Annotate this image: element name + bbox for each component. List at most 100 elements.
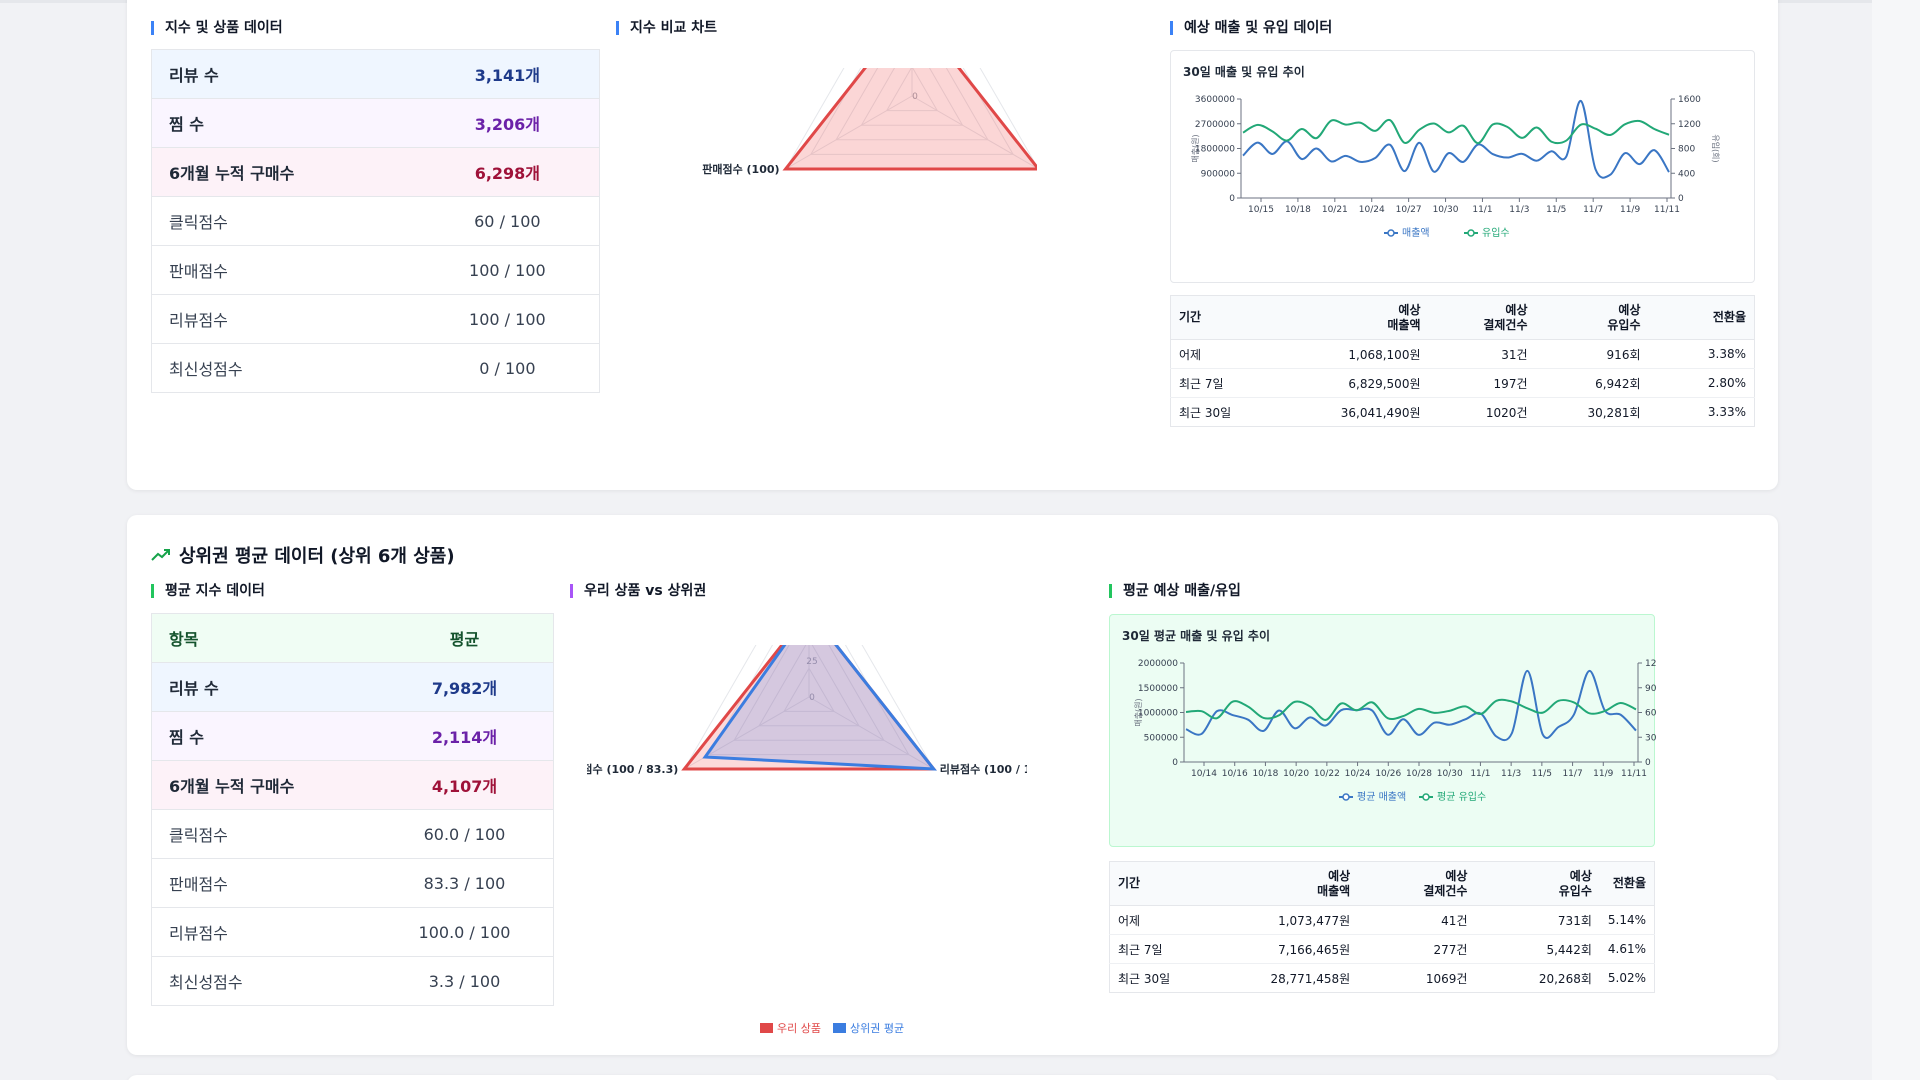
table-row: 찜 수 2,114개 <box>151 711 554 761</box>
cell: 41건 <box>1358 905 1476 935</box>
cell: 3.33% <box>1707 405 1746 419</box>
cell: 7,166,465원 <box>1208 934 1359 964</box>
y-tick-label: 1800000 <box>1195 145 1235 155</box>
cell: 6,829,500원 <box>1280 368 1429 398</box>
row-value: 83.3 / 100 <box>375 858 554 908</box>
x-tick-label: 10/21 <box>1322 205 1348 215</box>
table-row: 최근 30일 28,771,458원 1069건 20,268회 5.02% <box>1110 964 1655 993</box>
avg-sales-table: 기간 예상 매출액 예상 결제건수 예상 유입수 전환율 어제 1,073,477… <box>1109 861 1655 993</box>
table-row: 찜 수 3,206개 <box>151 98 600 148</box>
y2-tick-label: 1200 <box>1678 120 1701 130</box>
x-tick-label: 11/1 <box>1470 769 1490 779</box>
cell: 5.14% <box>1599 905 1655 935</box>
cell: 3.38% <box>1648 339 1755 369</box>
y-axis-label: 매출(원) <box>1190 134 1200 162</box>
radar-tick-label: 25 <box>806 657 817 667</box>
cell: 최근 7일 <box>1170 368 1281 398</box>
table-row: 판매점수 83.3 / 100 <box>151 858 554 908</box>
section-title-text: 상위권 평균 데이터 (상위 6개 상품) <box>179 546 455 567</box>
sales-line-chart: 3600000 2700000 1800000 900000 0 1600 1200 800 4… <box>1190 95 1720 239</box>
row-label: 6개월 누적 구매수 <box>151 147 416 197</box>
col-header: 예상 매출액 <box>1280 295 1429 340</box>
compare-radar-chart: 1007550250클릭점수 (60 / 60.0)리뷰점수 (100 / 10… <box>587 645 1027 1035</box>
legend-marker <box>1467 229 1475 237</box>
row-label: 최신성점수 <box>169 360 243 379</box>
sales-section-header: 예상 매출 및 유입 데이터 <box>1170 21 1332 35</box>
cell: 277건 <box>1358 934 1476 964</box>
cell: 최근 30일 <box>1179 405 1232 420</box>
cell: 1,073,477원 <box>1208 905 1359 935</box>
y2-tick-label: 0 <box>1645 758 1651 768</box>
table-row: 6개월 누적 구매수 4,107개 <box>151 760 554 810</box>
x-tick-label: 10/14 <box>1191 769 1217 779</box>
x-tick-label: 11/5 <box>1532 769 1552 779</box>
radar-section-header: 지수 비교 차트 <box>616 21 717 35</box>
x-tick-label: 11/9 <box>1620 205 1640 215</box>
row-value: 60.0 / 100 <box>375 809 554 859</box>
x-tick-label: 10/24 <box>1345 769 1371 779</box>
legend-marker <box>1387 229 1395 237</box>
table-row: 최신성점수 0 / 100 <box>152 344 600 393</box>
avg-index-table: 항목 평균 리뷰 수 7,982개 찜 수 2,114개 6개월 누적 구매수 4,10… <box>151 613 554 1006</box>
legend-marker <box>1422 793 1430 801</box>
cell: 2.80% <box>1648 368 1755 398</box>
visits-line <box>1242 118 1670 145</box>
cell: 어제 <box>1109 905 1209 935</box>
table-row: 클릭점수 60 / 100 <box>151 196 600 246</box>
sales-line <box>1242 99 1670 179</box>
radar-grid <box>758 645 860 727</box>
avg-sales-chart-box: 30일 평균 매출 및 유입 추이 2000000 1500000 1000000 5… <box>1109 614 1656 847</box>
row-value: 6,298개 <box>415 147 600 197</box>
row-value: 0 / 100 <box>479 358 536 378</box>
col-header: 평균 <box>375 613 554 663</box>
cell: 4.61% <box>1599 934 1655 964</box>
y2-tick-label: 1200 <box>1645 659 1656 669</box>
y-tick-label: 500000 <box>1144 733 1179 743</box>
cell: 최근 7일 <box>1109 934 1209 964</box>
cell: 5.02% <box>1607 971 1646 985</box>
x-tick-label: 11/9 <box>1593 769 1613 779</box>
table-row: 최근 7일 7,166,465원 277건 5,442회 4.61% <box>1109 934 1655 964</box>
radar-grid <box>835 68 989 141</box>
x-tick-label: 10/27 <box>1396 205 1422 215</box>
y2-tick-label: 800 <box>1678 145 1695 155</box>
row-label: 6개월 누적 구매수 <box>151 760 376 810</box>
x-tick-label: 10/24 <box>1359 205 1385 215</box>
legend-label: 매출액 <box>1402 227 1430 239</box>
col-header: 전환율 <box>1648 295 1755 340</box>
x-tick-label: 10/15 <box>1248 205 1274 215</box>
radar-axis-label: 판매점수 (100 / 83.3) <box>587 762 678 776</box>
x-tick-label: 10/28 <box>1406 769 1432 779</box>
radar-axis-label: 리뷰점수 (100 / 100.0) <box>940 762 1027 776</box>
row-value: 3.3 / 100 <box>428 971 501 991</box>
col-header: 예상 유입수 <box>1475 861 1600 906</box>
x-tick-label: 10/20 <box>1283 769 1309 779</box>
cell: 30,281회 <box>1587 405 1641 420</box>
product-data-card: 지수 및 상품 데이터 지수 비교 차트 예상 매출 및 유입 데이터 리뷰 수… <box>127 0 1778 490</box>
col-header: 항목 <box>151 613 376 663</box>
y2-tick-label: 1600 <box>1678 95 1701 105</box>
legend-label: 상위권 평균 <box>850 1022 904 1035</box>
x-tick-label: 10/30 <box>1433 205 1459 215</box>
col-header: 예상 매출액 <box>1208 861 1359 906</box>
table-row: 최근 30일 36,041,490원 1020건 30,281회 3.33% <box>1171 398 1755 427</box>
row-label: 찜 수 <box>151 98 416 148</box>
row-label: 클릭점수 <box>151 196 416 246</box>
cell: 1,068,100원 <box>1280 339 1429 369</box>
top-average-card: 상위권 평균 데이터 (상위 6개 상품) 평균 지수 데이터 우리 상품 vs… <box>127 515 1778 1055</box>
trending-up-icon <box>151 549 170 561</box>
row-label: 리뷰점수 <box>151 294 416 344</box>
table-row: 리뷰 수 7,982개 <box>151 662 554 712</box>
table-row: 6개월 누적 구매수 6,298개 <box>151 147 600 197</box>
page-right-margin <box>1872 0 1920 1080</box>
y2-tick-label: 600 <box>1645 709 1656 719</box>
x-tick-label: 10/18 <box>1285 205 1311 215</box>
chart-title: 30일 매출 및 유입 추이 <box>1183 65 1305 79</box>
y-tick-label: 900000 <box>1201 169 1236 179</box>
radar-series-top <box>702 645 937 771</box>
visits-line <box>1185 698 1637 721</box>
cell: 36,041,490원 <box>1340 405 1421 420</box>
radar-grid <box>885 68 939 112</box>
y-tick-label: 1000000 <box>1138 709 1178 719</box>
x-tick-label: 11/11 <box>1621 769 1647 779</box>
